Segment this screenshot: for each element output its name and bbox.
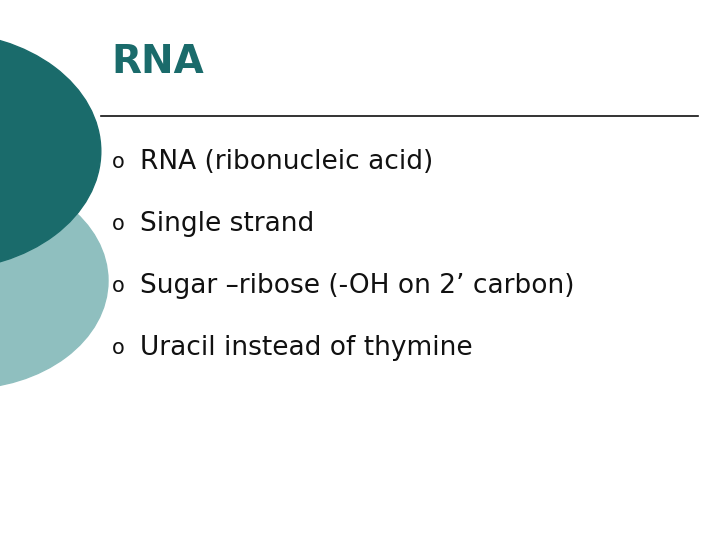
Text: Sugar –ribose (-OH on 2’ carbon): Sugar –ribose (-OH on 2’ carbon) (140, 273, 575, 299)
Text: Uracil instead of thymine: Uracil instead of thymine (140, 335, 473, 361)
Text: o: o (112, 152, 125, 172)
Text: o: o (112, 338, 125, 359)
Circle shape (0, 32, 101, 270)
Text: RNA: RNA (112, 43, 204, 81)
Text: Single strand: Single strand (140, 211, 315, 237)
Text: o: o (112, 276, 125, 296)
Text: o: o (112, 214, 125, 234)
Circle shape (0, 173, 108, 389)
Text: RNA (ribonucleic acid): RNA (ribonucleic acid) (140, 149, 433, 175)
